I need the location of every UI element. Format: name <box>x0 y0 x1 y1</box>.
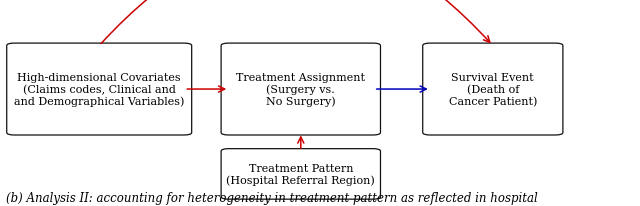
Text: (b) Analysis II: accounting for heterogeneity in treatment pattern as reflected : (b) Analysis II: accounting for heteroge… <box>6 191 538 204</box>
FancyBboxPatch shape <box>221 149 380 199</box>
FancyBboxPatch shape <box>422 44 563 135</box>
FancyBboxPatch shape <box>221 44 380 135</box>
Text: Survival Event
(Death of
Cancer Patient): Survival Event (Death of Cancer Patient) <box>449 73 537 107</box>
Text: High-dimensional Covariates
(Claims codes, Clinical and
and Demographical Variab: High-dimensional Covariates (Claims code… <box>14 73 184 107</box>
Text: Treatment Assignment
(Surgery vs.
No Surgery): Treatment Assignment (Surgery vs. No Sur… <box>236 73 365 107</box>
Text: Treatment Pattern
(Hospital Referral Region): Treatment Pattern (Hospital Referral Reg… <box>227 163 375 185</box>
FancyBboxPatch shape <box>6 44 192 135</box>
